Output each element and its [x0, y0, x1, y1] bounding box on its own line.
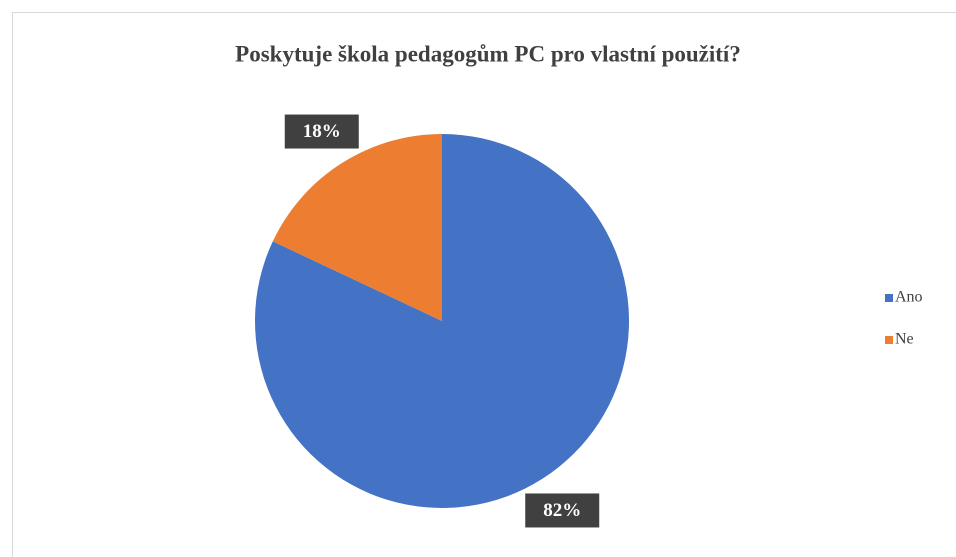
- legend-label: Ano: [895, 289, 923, 306]
- legend-swatch: [885, 294, 893, 302]
- legend-swatch: [885, 336, 893, 344]
- chart-title: Poskytuje škola pedagogům PC pro vlastní…: [235, 41, 741, 66]
- legend-label: Ne: [895, 331, 914, 348]
- data-label: 18%: [303, 121, 341, 142]
- data-label-box: [525, 493, 600, 528]
- pie-slice: [272, 134, 442, 321]
- data-label-box: [284, 114, 359, 149]
- pie-slice: [255, 134, 630, 508]
- data-label: 82%: [543, 500, 581, 521]
